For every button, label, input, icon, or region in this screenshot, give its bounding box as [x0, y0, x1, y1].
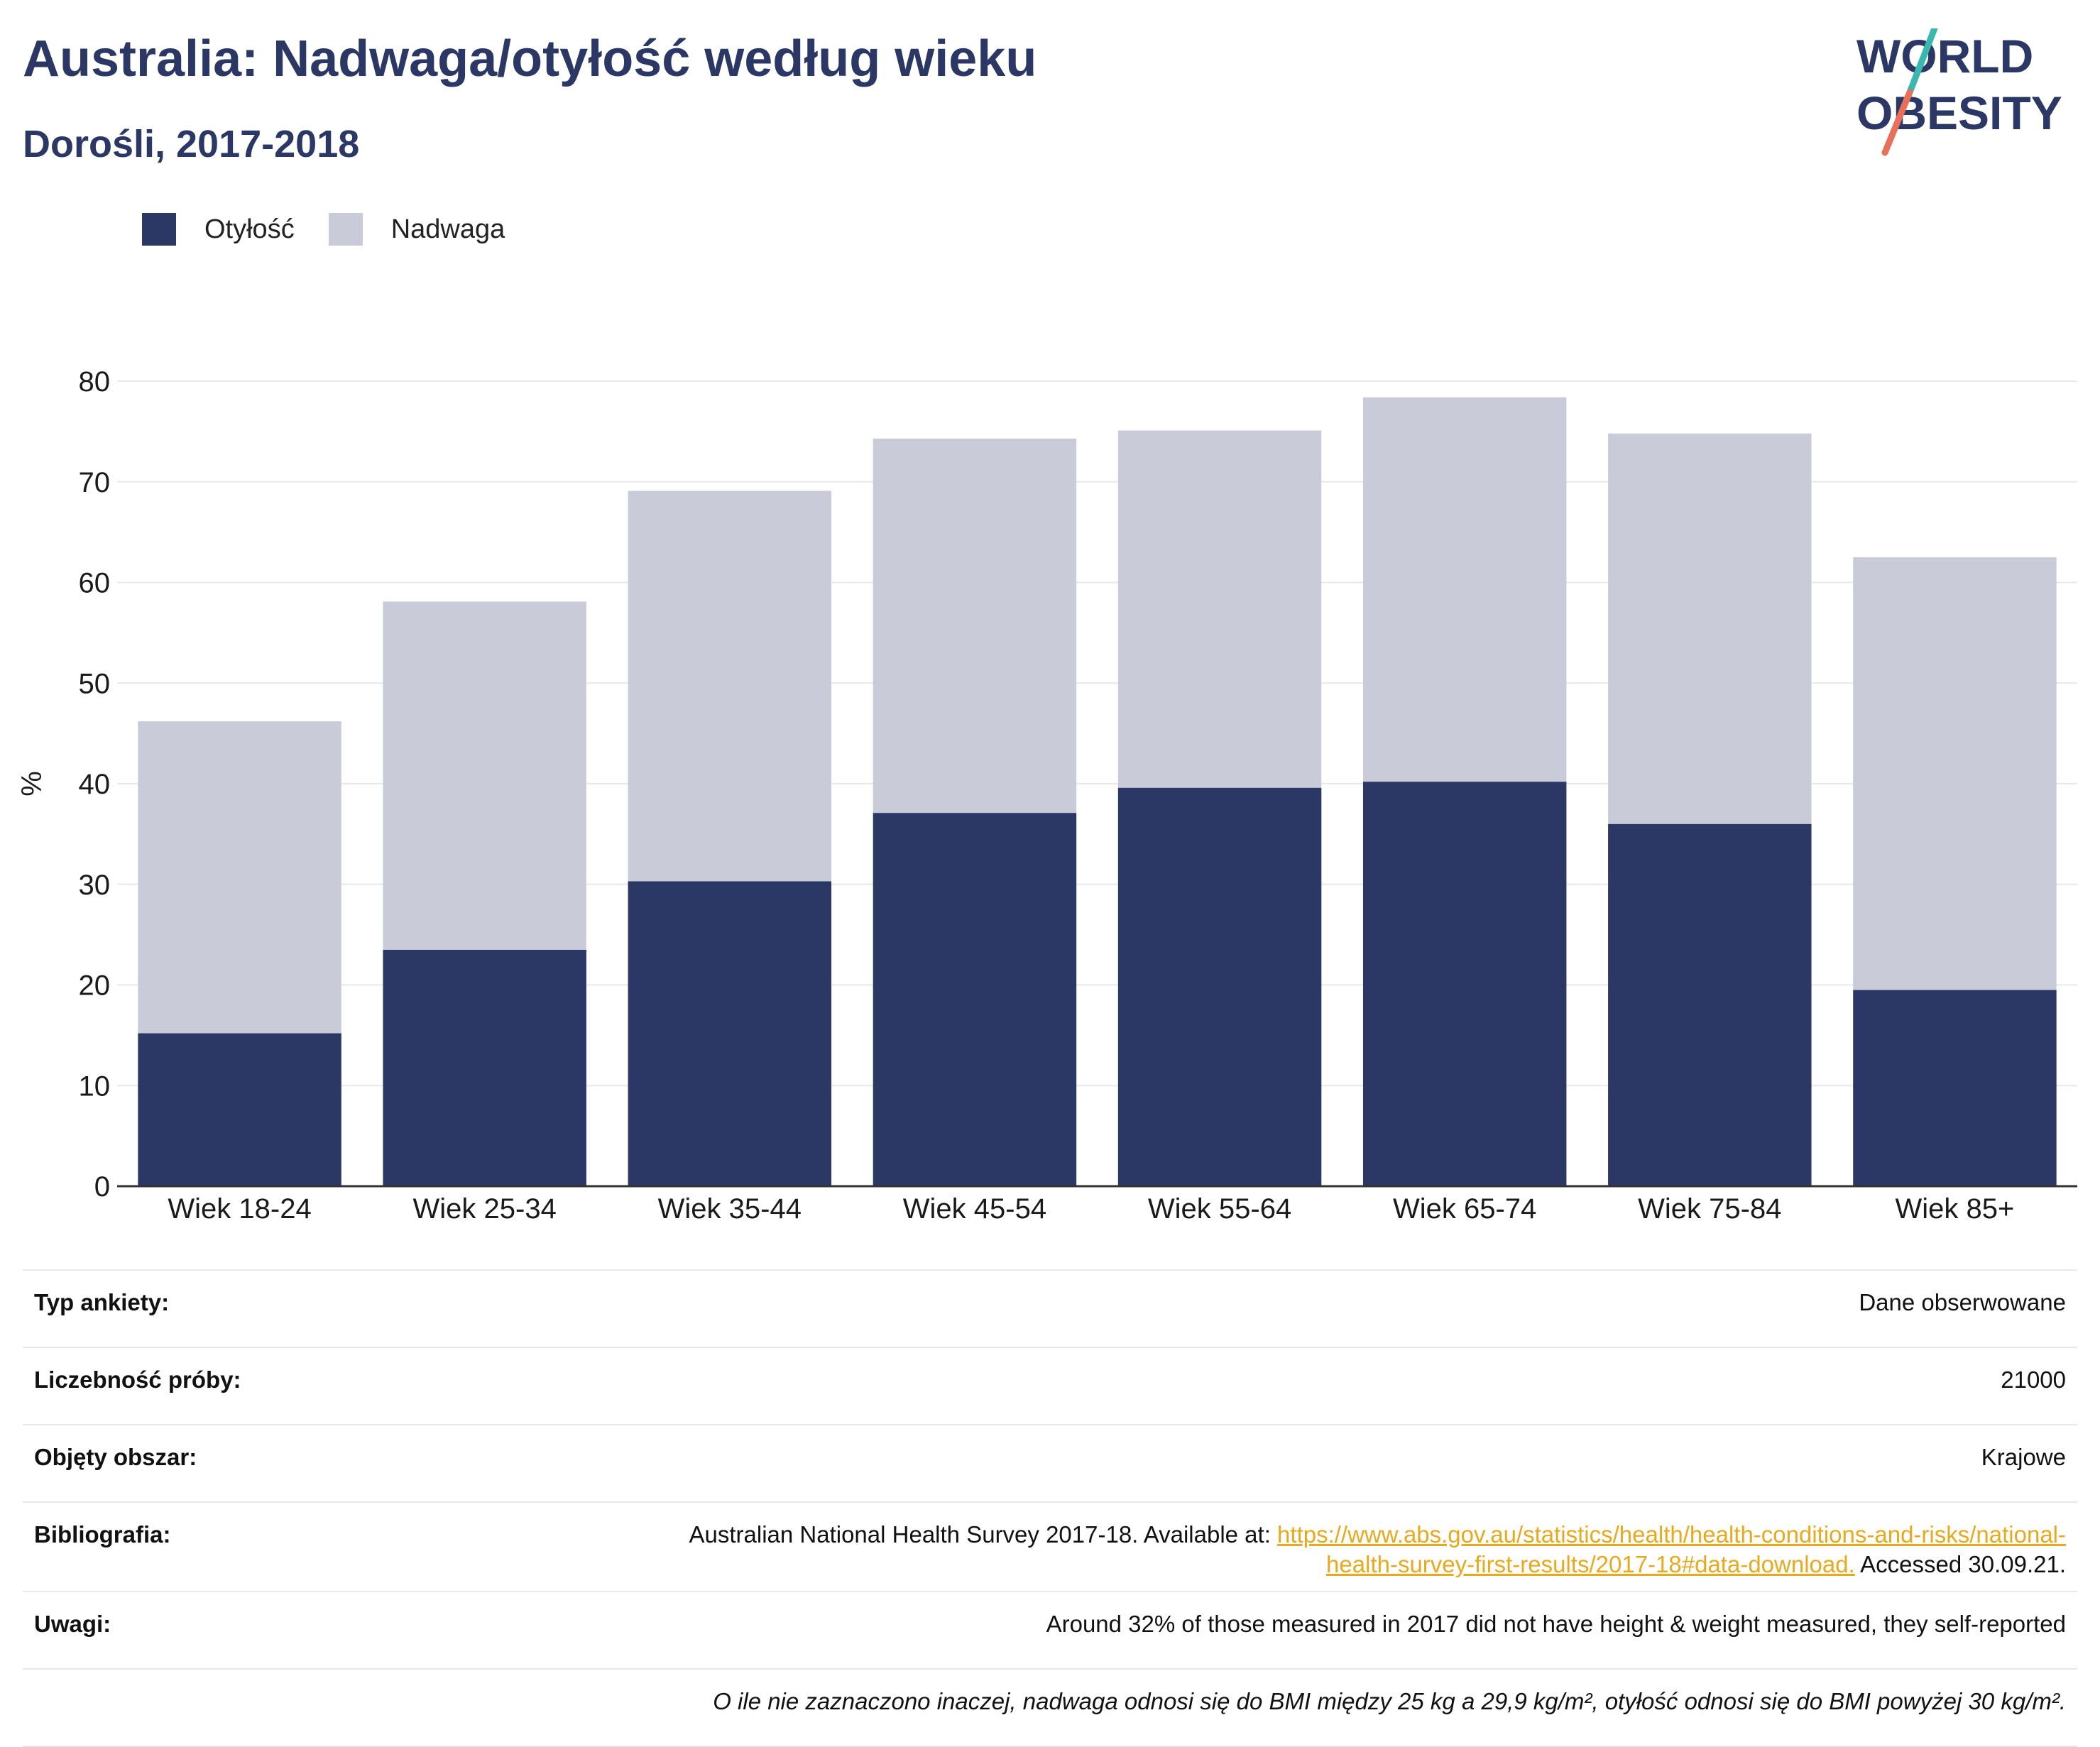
- legend-label-obesity: Otyłość: [204, 214, 295, 244]
- bar-overweight: [1853, 557, 2057, 990]
- x-tick-label: Wiek 35-44: [658, 1193, 802, 1225]
- y-tick-label: 60: [79, 568, 111, 599]
- bibliography-suffix: Accessed 30.09.21.: [1854, 1551, 2066, 1577]
- meta-row-notes: Uwagi: Around 32% of those measured in 2…: [23, 1591, 2077, 1669]
- x-tick-label: Wiek 85+: [1896, 1193, 2015, 1225]
- y-tick-label: 10: [79, 1070, 111, 1102]
- bar-overweight: [1608, 433, 1812, 824]
- bar-overweight: [383, 601, 586, 950]
- bar-overweight: [1117, 430, 1322, 788]
- meta-value-notes: Around 32% of those measured in 2017 did…: [542, 1591, 2077, 1669]
- bar-overweight: [138, 721, 341, 1034]
- x-tick-label: Wiek 75-84: [1638, 1193, 1781, 1225]
- legend-item-obesity: Otyłość: [142, 213, 295, 246]
- bar-obesity: [1608, 823, 1812, 1186]
- bar-obesity: [873, 813, 1077, 1186]
- meta-row-sample-size: Liczebność próby: 21000: [23, 1347, 2077, 1425]
- bar-obesity: [1362, 782, 1567, 1186]
- legend-label-overweight: Nadwaga: [390, 214, 505, 244]
- y-tick-label: 50: [79, 668, 111, 699]
- meta-value-area: Krajowe: [542, 1424, 2077, 1502]
- meta-key-survey-type: Typ ankiety:: [23, 1269, 542, 1347]
- bar-overweight: [873, 438, 1077, 814]
- y-tick-label: 70: [79, 467, 111, 498]
- bar-obesity: [383, 949, 586, 1186]
- chart-title: Australia: Nadwaga/otyłość według wieku: [23, 31, 1037, 87]
- bar-overweight: [628, 491, 832, 882]
- meta-row-footnote: O ile nie zaznaczono inaczej, nadwaga od…: [23, 1668, 2077, 1747]
- meta-value-bibliography: Australian National Health Survey 2017-1…: [542, 1501, 2077, 1592]
- logo-line-1: WORLD: [1856, 30, 2033, 82]
- meta-row-bibliography: Bibliografia: Australian National Health…: [23, 1501, 2077, 1592]
- x-tick-label: Wiek 55-64: [1148, 1193, 1291, 1225]
- meta-row-survey-type: Typ ankiety: Dane obserwowane: [23, 1269, 2077, 1347]
- x-tick-label: Wiek 18-24: [168, 1193, 311, 1225]
- y-tick-label: 20: [79, 970, 111, 1002]
- x-tick-label: Wiek 25-34: [413, 1193, 557, 1225]
- y-tick-label: 40: [79, 769, 111, 800]
- meta-value-sample-size: 21000: [542, 1347, 2077, 1425]
- y-axis-label: %: [16, 771, 48, 796]
- meta-key-area: Objęty obszar:: [23, 1424, 542, 1502]
- x-tick-label: Wiek 65-74: [1393, 1193, 1536, 1225]
- meta-key-sample-size: Liczebność próby:: [23, 1347, 542, 1425]
- footnote-definition: O ile nie zaznaczono inaczej, nadwaga od…: [542, 1668, 2077, 1747]
- meta-value-survey-type: Dane obserwowane: [542, 1269, 2077, 1347]
- meta-key-empty: [23, 1668, 542, 1747]
- bibliography-prefix: Australian National Health Survey 2017-1…: [689, 1521, 1278, 1548]
- chart-subtitle: Dorośli, 2017-2018: [23, 123, 360, 165]
- bar-obesity: [628, 881, 832, 1186]
- logo-accent-stroke-top: [1906, 28, 1938, 96]
- bibliography-link-part-2[interactable]: health-survey-first-results/2017-18#data…: [1326, 1551, 1855, 1577]
- x-tick-label: Wiek 45-54: [903, 1193, 1046, 1225]
- meta-row-area: Objęty obszar: Krajowe: [23, 1424, 2077, 1502]
- logo-accent-stroke-bottom: [1881, 89, 1913, 156]
- meta-key-notes: Uwagi:: [23, 1591, 542, 1669]
- chart-legend: Otyłość Nadwaga: [142, 213, 539, 246]
- bar-obesity: [138, 1033, 341, 1186]
- legend-swatch-overweight: [328, 213, 363, 246]
- y-tick-label: 80: [79, 366, 111, 398]
- bibliography-link-part-1[interactable]: https://www.abs.gov.au/statistics/health…: [1277, 1521, 2066, 1548]
- stacked-bar-chart: 0 10 20 30 40 50 60 70 80 Wiek 18-24 Wiek 25-34 Wie…: [16, 366, 2077, 1225]
- y-tick-label: 30: [79, 870, 111, 901]
- legend-item-overweight: Nadwaga: [328, 213, 505, 246]
- bar-obesity: [1117, 787, 1322, 1186]
- metadata-table: Typ ankiety: Dane obserwowane Liczebność…: [23, 1269, 2077, 1747]
- world-obesity-logo: WORLD OBESITY: [1856, 28, 2062, 156]
- y-tick-label: 0: [94, 1171, 110, 1203]
- meta-key-bibliography: Bibliografia:: [23, 1501, 542, 1592]
- logo-line-2: OBESITY: [1856, 87, 2062, 139]
- bar-overweight: [1362, 397, 1567, 782]
- bar-obesity: [1853, 990, 2057, 1186]
- legend-swatch-obesity: [142, 213, 176, 246]
